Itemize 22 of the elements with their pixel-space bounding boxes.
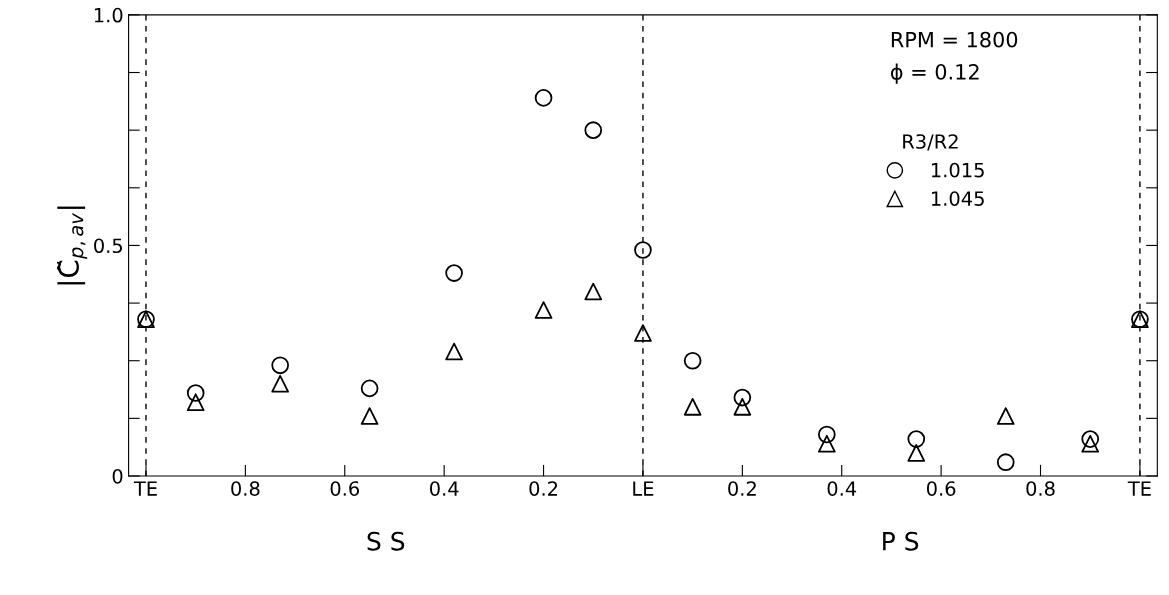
- x-tick-label: LE: [633, 481, 654, 496]
- x-tick-label: 0.2: [529, 481, 558, 496]
- annotation: ϕ = 0.12: [890, 63, 979, 84]
- x-tick-label: 0.6: [926, 481, 956, 496]
- text: S S: [367, 531, 405, 551]
- x-tick-label: 0.8: [1026, 481, 1055, 496]
- x-tick-label: 0.4: [827, 481, 857, 496]
- x-tick-label: 0.2: [728, 481, 756, 496]
- y-axis-title: |C̃$_{p,av}$|: [56, 206, 88, 285]
- x-tick-label: TE: [133, 481, 157, 496]
- x-tick-label: TE: [1127, 481, 1151, 496]
- y-tick-label: 1.0: [94, 7, 123, 23]
- legend-title: R3/R2: [903, 134, 958, 151]
- x-tick-label: 0.6: [330, 481, 360, 496]
- annotation: RPM = 1800: [891, 31, 1018, 48]
- x-tick-label: 0.4: [429, 481, 459, 496]
- legend-label: 1.045: [931, 191, 984, 206]
- text: P S: [883, 531, 919, 551]
- legend-label: 1.015: [931, 162, 984, 178]
- x-tick-label: 0.8: [231, 481, 260, 496]
- y-tick-label: 0: [112, 468, 123, 484]
- y-tick-label: 0.5: [94, 238, 123, 254]
